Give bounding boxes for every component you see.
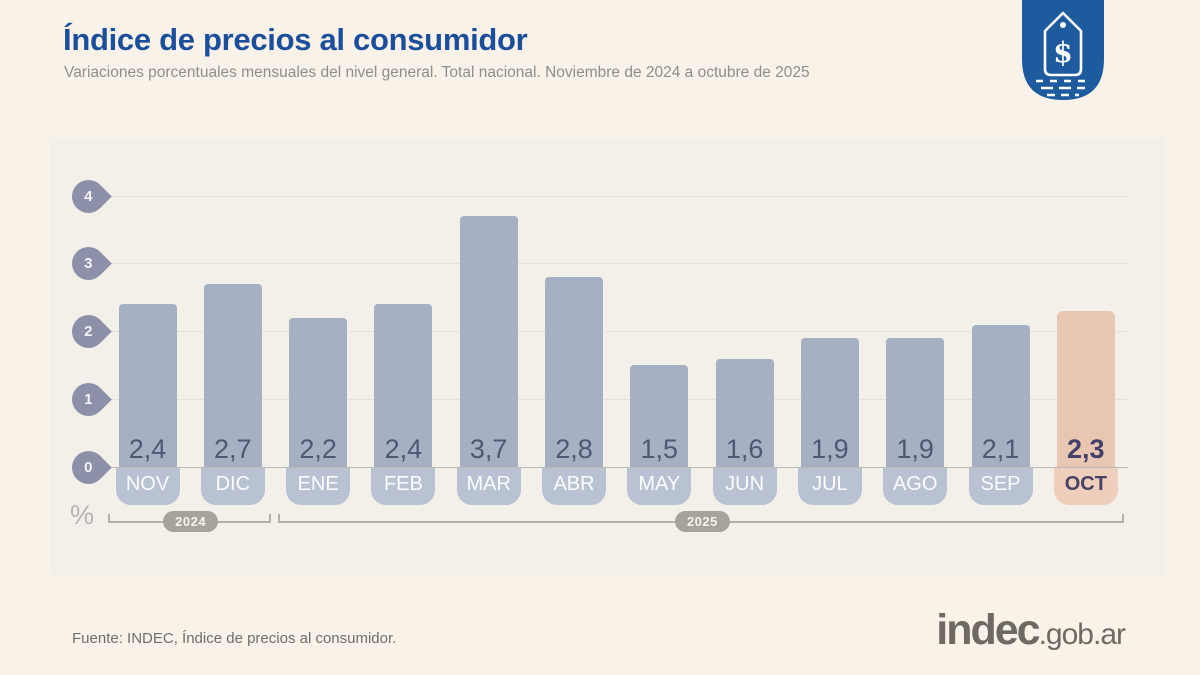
indec-logo: indec .gob.ar [925, 606, 1126, 655]
x-axis-label-OCT: OCT [1053, 468, 1118, 505]
price-tag-badge-icon: $ [1022, 0, 1104, 100]
x-axis-label-NOV: NOV [115, 468, 180, 505]
source-note: Fuente: INDEC, Índice de precios al cons… [72, 630, 397, 647]
gridline-3 [110, 263, 1128, 265]
bar-JUN [715, 358, 774, 467]
bar-value-AGO: 1,9 [896, 434, 934, 464]
bar-DIC [203, 284, 262, 467]
y-axis-tick-label: 3 [83, 255, 93, 273]
y-axis-tick-label: 0 [83, 458, 93, 476]
bar-value-ENE: 2,2 [299, 434, 337, 464]
x-axis-label-JUN: JUN [712, 468, 777, 505]
bar-value-OCT: 2,3 [1067, 434, 1105, 464]
bar-FEB [374, 304, 433, 467]
x-axis-label-SEP: SEP [968, 468, 1033, 505]
bar-NOV [118, 304, 177, 467]
bar-value-JUN: 1,6 [725, 434, 764, 464]
x-axis-label-MAY: MAY [627, 468, 692, 505]
bar-ABR [545, 277, 603, 467]
bar-value-MAR: 3,7 [469, 434, 508, 464]
bar-value-JUL: 1,9 [811, 434, 849, 464]
gridline-2 [110, 331, 1128, 332]
bar-value-NOV: 2,4 [128, 434, 167, 464]
x-axis-label-DIC: DIC [200, 468, 265, 505]
y-axis-tick-label: 4 [83, 187, 93, 205]
x-axis-label-JUL: JUL [797, 468, 862, 505]
year-badge-2024: 2024 [163, 511, 219, 532]
bar-SEP [971, 324, 1030, 467]
bar-JUL [800, 338, 859, 467]
y-axis-tick-marker: 3 [64, 240, 112, 288]
y-axis-tick-marker: 1 [64, 375, 112, 423]
bar-value-FEB: 2,4 [384, 434, 423, 464]
x-axis-label-ENE: ENE [286, 468, 351, 505]
gridline-4 [110, 195, 1128, 197]
bar-value-DIC: 2,7 [214, 434, 252, 464]
x-axis-label-ABR: ABR [542, 468, 606, 505]
bar-OCT [1056, 311, 1115, 467]
bar-ENE [289, 317, 348, 467]
logo-suffix-text: .gob.ar [1038, 618, 1126, 651]
bracket-tick-right [1121, 514, 1124, 523]
y-axis-tick-label: 2 [83, 323, 93, 340]
bar-MAY [630, 365, 689, 467]
x-axis-label-MAR: MAR [456, 468, 521, 505]
y-axis-tick-marker: 2 [64, 308, 112, 355]
gridline-1 [110, 398, 1128, 400]
page-subtitle: Variaciones porcentuales mensuales del n… [64, 64, 810, 81]
bar-value-SEP: 2,1 [981, 434, 1020, 464]
y-axis-unit-label: % [70, 500, 95, 530]
bar-value-MAY: 1,5 [640, 434, 679, 464]
y-axis-tick-marker: 0 [64, 443, 112, 491]
bar-MAR [459, 216, 518, 467]
svg-text:$: $ [1053, 36, 1072, 69]
y-axis-tick-marker: 4 [64, 172, 112, 220]
year-badge-2025: 2025 [674, 511, 730, 532]
bracket-tick-right [268, 514, 271, 523]
x-axis-label-FEB: FEB [371, 468, 436, 505]
price-tag-icon: $ [1022, 0, 1104, 100]
bar-value-ABR: 2,8 [555, 434, 593, 464]
page-title: Índice de precios al consumidor [63, 22, 528, 57]
y-axis-tick-label: 1 [83, 390, 93, 408]
logo-main-text: indec [936, 606, 1040, 654]
x-axis-label-AGO: AGO [883, 468, 948, 505]
bar-AGO [886, 338, 945, 467]
bracket-tick-left [107, 514, 110, 523]
bracket-tick-left [278, 514, 281, 523]
gridline-0 [110, 466, 1128, 468]
